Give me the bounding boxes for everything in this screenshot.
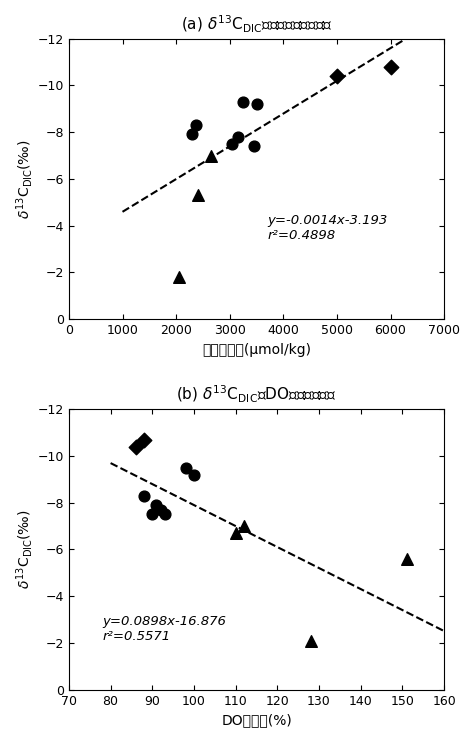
Point <box>387 61 394 73</box>
Point <box>253 98 260 110</box>
Point <box>239 96 247 107</box>
Text: y=0.0898x-16.876
r²=0.5571: y=0.0898x-16.876 r²=0.5571 <box>102 615 226 643</box>
Point <box>190 468 198 480</box>
Point <box>182 462 190 473</box>
Point <box>153 499 160 511</box>
Point <box>234 131 242 143</box>
Point <box>140 433 148 445</box>
Point <box>240 520 248 532</box>
Point <box>207 150 215 162</box>
Point <box>140 490 148 502</box>
X-axis label: DO饱和度(%): DO饱和度(%) <box>221 713 292 727</box>
Point <box>194 190 201 202</box>
Point <box>193 119 201 131</box>
Point <box>232 527 239 539</box>
Point <box>188 128 196 140</box>
X-axis label: 溶解无机碳(μmol/kg): 溶解无机碳(μmol/kg) <box>202 342 311 356</box>
Point <box>175 271 182 283</box>
Point <box>307 634 314 646</box>
Point <box>132 441 139 453</box>
Y-axis label: $\delta^{13}$C$_{\rm DIC}$(‰): $\delta^{13}$C$_{\rm DIC}$(‰) <box>14 510 35 589</box>
Point <box>250 140 257 152</box>
Title: (b) $\delta^{13}$C$_{\rm DIC}$与DO饱和度的关系: (b) $\delta^{13}$C$_{\rm DIC}$与DO饱和度的关系 <box>176 385 337 405</box>
Point <box>148 508 156 520</box>
Point <box>161 508 169 520</box>
Y-axis label: $\delta^{13}$C$_{\rm DIC}$(‰): $\delta^{13}$C$_{\rm DIC}$(‰) <box>14 139 35 219</box>
Title: (a) $\delta^{13}$C$_{\rm DIC}$与溶解无机碳的关系: (a) $\delta^{13}$C$_{\rm DIC}$与溶解无机碳的关系 <box>181 14 332 35</box>
Point <box>228 138 236 150</box>
Text: y=-0.0014x-3.193
r²=0.4898: y=-0.0014x-3.193 r²=0.4898 <box>267 214 387 242</box>
Point <box>403 553 410 565</box>
Point <box>333 70 341 82</box>
Point <box>157 504 164 516</box>
